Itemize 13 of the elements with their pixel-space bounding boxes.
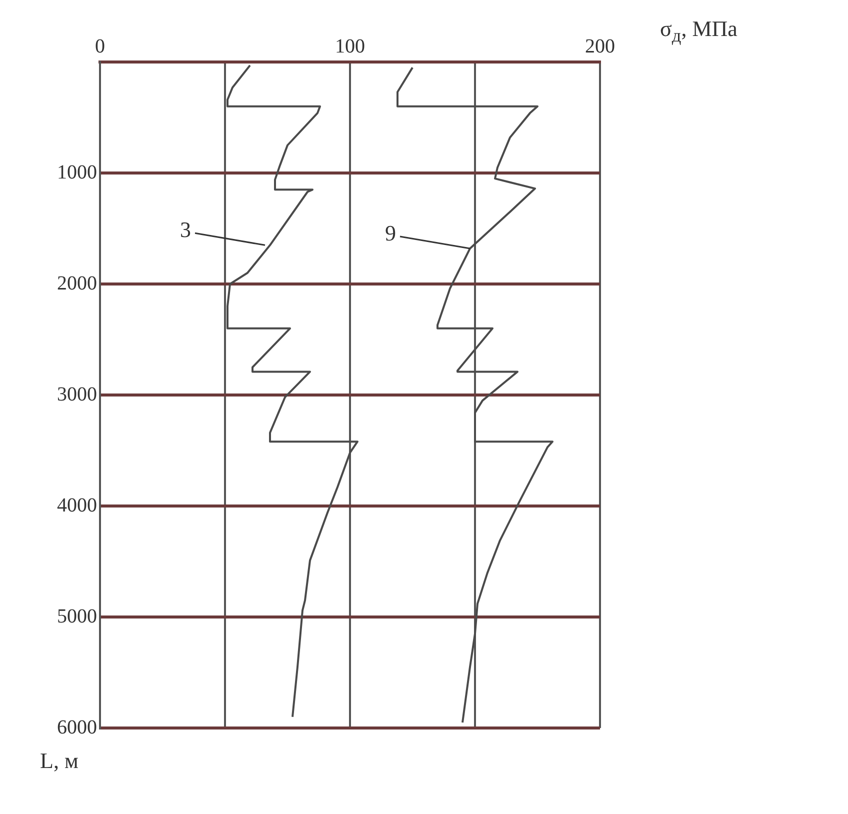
x-tick-label: 100 — [335, 35, 365, 58]
y-axis-title: L, м — [40, 748, 78, 774]
y-tick-label: 1000 — [57, 161, 97, 184]
annotation: 3 — [180, 216, 191, 242]
x-axis-title: σ$_{д}$, МПа — [660, 16, 738, 46]
y-tick-label: 3000 — [57, 383, 97, 406]
y-tick-label: 5000 — [57, 605, 97, 628]
annotation: 9 — [385, 220, 396, 246]
y-tick-label: 4000 — [57, 494, 97, 516]
y-tick-label: 2000 — [57, 272, 97, 294]
x-tick-label: 0 — [95, 35, 105, 58]
y-tick-label: 6000 — [57, 716, 97, 738]
x-tick-label: 200 — [585, 35, 615, 58]
